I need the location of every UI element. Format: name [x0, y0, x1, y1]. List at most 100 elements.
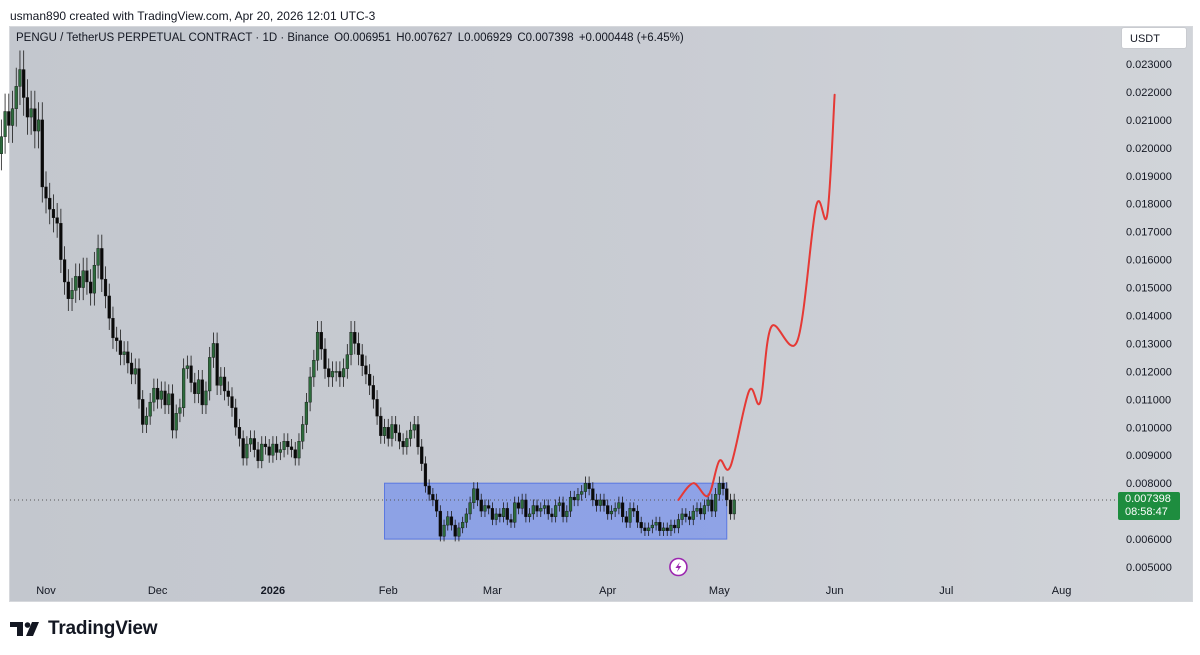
- bar-countdown: 08:58:47: [1125, 506, 1168, 518]
- candle: [408, 421, 413, 447]
- x-tick-label: 2026: [261, 585, 285, 597]
- candle-body: [189, 365, 193, 383]
- currency-button[interactable]: USDT: [1121, 27, 1187, 49]
- candle-body: [22, 69, 26, 98]
- candle-body: [323, 348, 327, 369]
- candle: [144, 407, 149, 433]
- candle: [10, 90, 15, 143]
- symbol-legend: PENGU / TetherUS PERPETUAL CONTRACT · 1D…: [16, 32, 686, 44]
- candle: [315, 321, 320, 371]
- ohlc-change: +0.000448 (+6.45%): [578, 32, 684, 44]
- candle-body: [442, 524, 446, 537]
- candle: [382, 418, 387, 444]
- candle: [241, 430, 245, 466]
- candle-body: [475, 488, 480, 501]
- candle: [163, 381, 167, 414]
- candle: [420, 439, 424, 471]
- tradingview-logo[interactable]: TradingView: [10, 618, 158, 640]
- y-tick-label: 0.015000: [1126, 283, 1172, 295]
- candle-body: [650, 524, 654, 529]
- candle: [103, 266, 108, 309]
- candle: [568, 490, 573, 518]
- candle: [628, 502, 632, 528]
- x-tick-label: Jul: [939, 585, 953, 597]
- candle: [196, 369, 201, 404]
- candle-body: [390, 424, 394, 439]
- candle-body: [66, 281, 70, 299]
- candle: [334, 361, 338, 382]
- candle-body: [167, 393, 171, 406]
- y-tick-label: 0.017000: [1126, 227, 1172, 239]
- candle: [695, 502, 699, 518]
- candle: [152, 378, 156, 412]
- candle-body: [624, 516, 628, 523]
- candle-body: [427, 485, 431, 495]
- candle-body: [382, 427, 387, 436]
- candle: [505, 502, 509, 526]
- candle-body: [464, 513, 468, 523]
- candle: [594, 493, 599, 512]
- candle: [59, 208, 63, 274]
- candle-body: [338, 371, 342, 378]
- candle-body: [256, 449, 260, 462]
- candle: [379, 407, 383, 444]
- candle-body: [133, 368, 137, 375]
- candle: [330, 361, 335, 387]
- candle-body: [591, 488, 595, 501]
- candle-body: [379, 415, 383, 436]
- candle: [680, 508, 684, 526]
- candle-body: [587, 482, 591, 489]
- candle: [22, 50, 26, 116]
- candle-body: [498, 513, 502, 517]
- y-tick-label: 0.018000: [1126, 199, 1172, 211]
- candle-body: [632, 508, 636, 512]
- candle-body: [241, 438, 245, 459]
- candle-body: [542, 505, 547, 509]
- candle-body: [59, 223, 63, 260]
- candle: [293, 441, 297, 466]
- candle-body: [315, 332, 320, 361]
- candle-body: [453, 524, 457, 537]
- candle-body: [226, 390, 230, 397]
- candle-body: [353, 332, 357, 344]
- candle: [513, 496, 517, 528]
- candle: [632, 502, 636, 518]
- candle: [658, 516, 662, 536]
- y-tick-label: 0.013000: [1126, 338, 1172, 350]
- candle-body: [594, 499, 599, 506]
- candle: [602, 493, 606, 512]
- y-tick-label: 0.010000: [1126, 422, 1172, 434]
- candle: [676, 513, 680, 534]
- candle-body: [111, 318, 115, 339]
- candle: [598, 493, 602, 512]
- candle: [107, 283, 111, 330]
- candle-body: [449, 516, 454, 526]
- candle-body: [423, 463, 428, 487]
- candle: [349, 321, 353, 366]
- candle-body: [706, 499, 710, 506]
- candle-body: [200, 379, 204, 406]
- candle-body: [435, 499, 439, 512]
- candle: [275, 436, 279, 461]
- candle-body: [416, 424, 420, 448]
- candle: [36, 102, 41, 149]
- candle-body: [479, 499, 483, 512]
- candle: [714, 487, 718, 518]
- candle-body: [40, 119, 44, 188]
- candle: [665, 522, 669, 536]
- candle: [472, 482, 476, 509]
- candle-body: [617, 502, 621, 509]
- candle-body: [628, 508, 632, 523]
- candle-body: [721, 482, 725, 489]
- candle: [308, 367, 312, 412]
- candle-body: [635, 510, 640, 523]
- candle-body: [7, 111, 11, 126]
- candle-body: [278, 449, 282, 453]
- candle: [122, 341, 126, 366]
- y-tick-label: 0.006000: [1126, 534, 1172, 546]
- candle: [554, 499, 558, 523]
- x-tick-label: Nov: [36, 585, 56, 597]
- candle-body: [658, 522, 662, 531]
- candle-body: [63, 259, 67, 283]
- candle: [204, 381, 208, 414]
